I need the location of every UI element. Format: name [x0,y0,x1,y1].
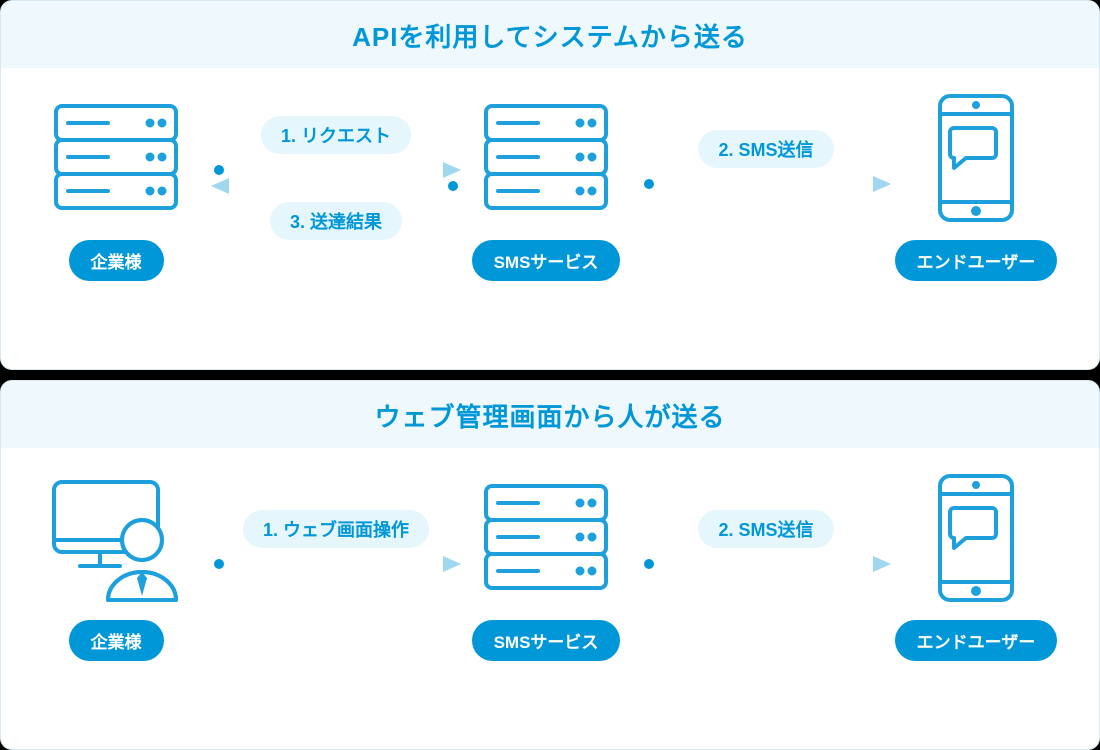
arrow-right-icon [641,174,891,194]
panel-web: ウェブ管理画面から人が送る [0,380,1100,750]
panel-api: APIを利用してシステムから送る [0,0,1100,370]
panel-api-header: APIを利用してシステムから送る [1,1,1099,68]
node-enduser: エンドユーザー [901,468,1051,661]
arrow-result: 3. 送達結果 [211,176,461,240]
phone-icon [906,468,1046,608]
arrow-webop: 1. ウェブ画面操作 [211,510,461,574]
node-service: SMSサービス [471,468,621,661]
node-service-label: SMSサービス [472,240,621,281]
node-company: 企業様 [41,88,191,281]
node-company: 企業様 [41,468,191,661]
node-company-label: 企業様 [69,240,164,281]
panel-api-title: APIを利用してシステムから送る [1,17,1099,54]
arrow-left-icon [211,176,461,196]
arrow-result-label: 3. 送達結果 [270,202,402,240]
node-service: SMSサービス [471,88,621,281]
arrow-request: 1. リクエスト [211,116,461,180]
node-service-label: SMSサービス [472,620,621,661]
server-icon [476,468,616,608]
arrow-request-label: 1. リクエスト [261,116,411,154]
arrow-sms-label: 2. SMS送信 [698,510,833,548]
arrow-webop-label: 1. ウェブ画面操作 [243,510,429,548]
server-icon [476,88,616,228]
arrow-right-icon [211,554,461,574]
arrow-sms: 2. SMS送信 [641,510,891,574]
node-enduser-label: エンドユーザー [895,240,1058,281]
server-icon [46,88,186,228]
arrow-right-icon [641,554,891,574]
phone-icon [906,88,1046,228]
panel-web-title: ウェブ管理画面から人が送る [1,397,1099,434]
arrow-sms: 2. SMS送信 [641,130,891,194]
node-enduser: エンドユーザー [901,88,1051,281]
panel-web-header: ウェブ管理画面から人が送る [1,381,1099,448]
panel-api-body: 企業様 [1,68,1099,369]
node-company-label: 企業様 [69,620,164,661]
panel-web-body: 企業様 [1,448,1099,749]
node-enduser-label: エンドユーザー [895,620,1058,661]
person-pc-icon [46,468,186,608]
arrow-sms-label: 2. SMS送信 [698,130,833,168]
